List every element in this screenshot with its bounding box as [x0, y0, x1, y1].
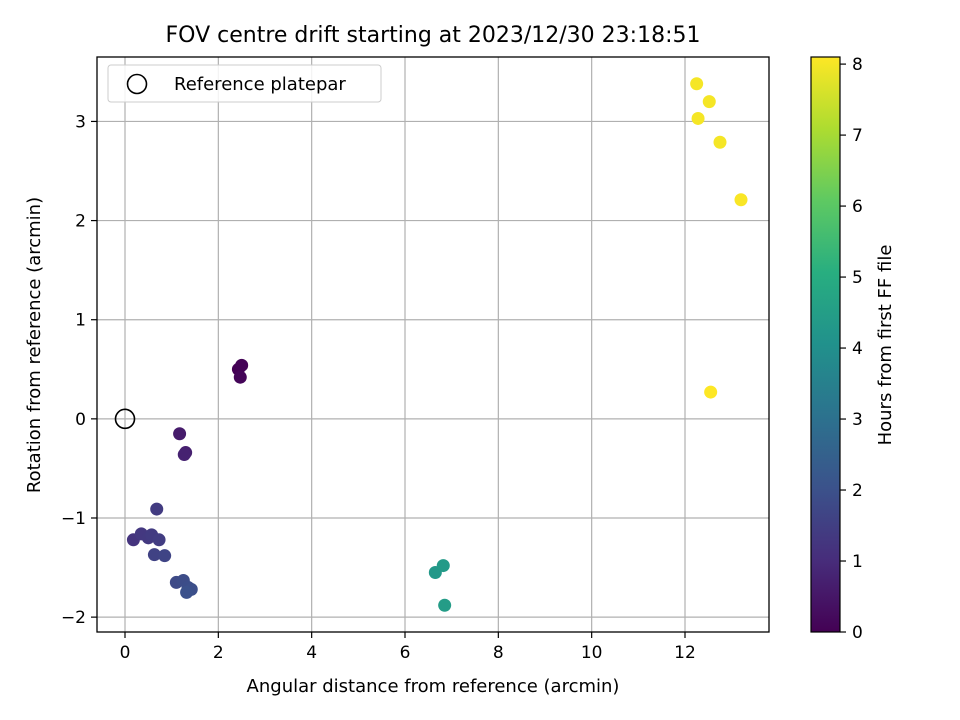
- y-tick-label: 1: [75, 311, 86, 331]
- data-point: [235, 358, 249, 372]
- y-axis-ticks: −2 −1 0 1 2 3: [61, 112, 97, 628]
- data-point: [436, 559, 450, 573]
- data-point: [177, 448, 191, 462]
- data-point: [438, 598, 452, 612]
- data-point: [152, 533, 166, 547]
- colorbar-tick-label: 1: [852, 552, 863, 572]
- data-point: [233, 370, 247, 384]
- plot-frame: [96, 56, 770, 633]
- y-tick-label: −2: [61, 608, 86, 628]
- data-point: [150, 502, 164, 516]
- y-axis-label: Rotation from reference (arcmin): [24, 197, 45, 493]
- data-point: [158, 549, 172, 563]
- x-grid: [124, 57, 686, 632]
- x-tick-label: 8: [493, 643, 504, 663]
- reference-platepar-marker: [114, 408, 136, 430]
- data-point: [691, 111, 705, 125]
- y-grid: [97, 120, 769, 618]
- x-tick-label: 6: [400, 643, 411, 663]
- colorbar-tick-label: 8: [852, 55, 863, 75]
- colorbar-tick-label: 4: [852, 339, 863, 359]
- y-tick-label: 2: [75, 212, 86, 232]
- x-tick-label: 10: [581, 643, 603, 663]
- colorbar-tick-label: 2: [852, 481, 863, 501]
- y-tick-label: 3: [75, 112, 86, 132]
- data-point: [713, 135, 727, 149]
- x-axis-ticks: 0 2 4 6 8 10 12: [120, 632, 696, 663]
- data-points: [126, 77, 748, 612]
- colorbar-tick-label: 3: [852, 410, 863, 430]
- y-tick-label: 0: [75, 410, 86, 430]
- chart-title: FOV centre drift starting at 2023/12/30 …: [166, 23, 701, 48]
- data-point: [734, 193, 748, 207]
- colorbar-tick-label: 5: [852, 268, 863, 288]
- x-tick-label: 2: [213, 643, 224, 663]
- colorbar-ticks: 0 1 2 3 4 5 6 7 8: [840, 55, 863, 643]
- data-point: [173, 427, 187, 441]
- colorbar-tick-label: 6: [852, 197, 863, 217]
- data-point: [702, 95, 716, 109]
- data-point: [180, 585, 194, 599]
- colorbar: [810, 56, 841, 633]
- x-tick-label: 4: [306, 643, 317, 663]
- legend: Reference platepar: [107, 64, 382, 103]
- y-tick-label: −1: [61, 509, 86, 529]
- legend-box: [107, 64, 382, 103]
- data-point: [704, 385, 718, 399]
- colorbar-tick-label: 7: [852, 126, 863, 146]
- x-tick-label: 12: [674, 643, 696, 663]
- colorbar-tick-label: 0: [852, 623, 863, 643]
- colorbar-label: Hours from first FF file: [875, 245, 896, 446]
- legend-marker-icon: [126, 73, 148, 95]
- x-tick-label: 0: [120, 643, 131, 663]
- data-point: [690, 77, 704, 91]
- legend-entry-reference: Reference platepar: [174, 74, 346, 95]
- data-point: [147, 548, 161, 562]
- x-axis-label: Angular distance from reference (arcmin): [247, 676, 620, 697]
